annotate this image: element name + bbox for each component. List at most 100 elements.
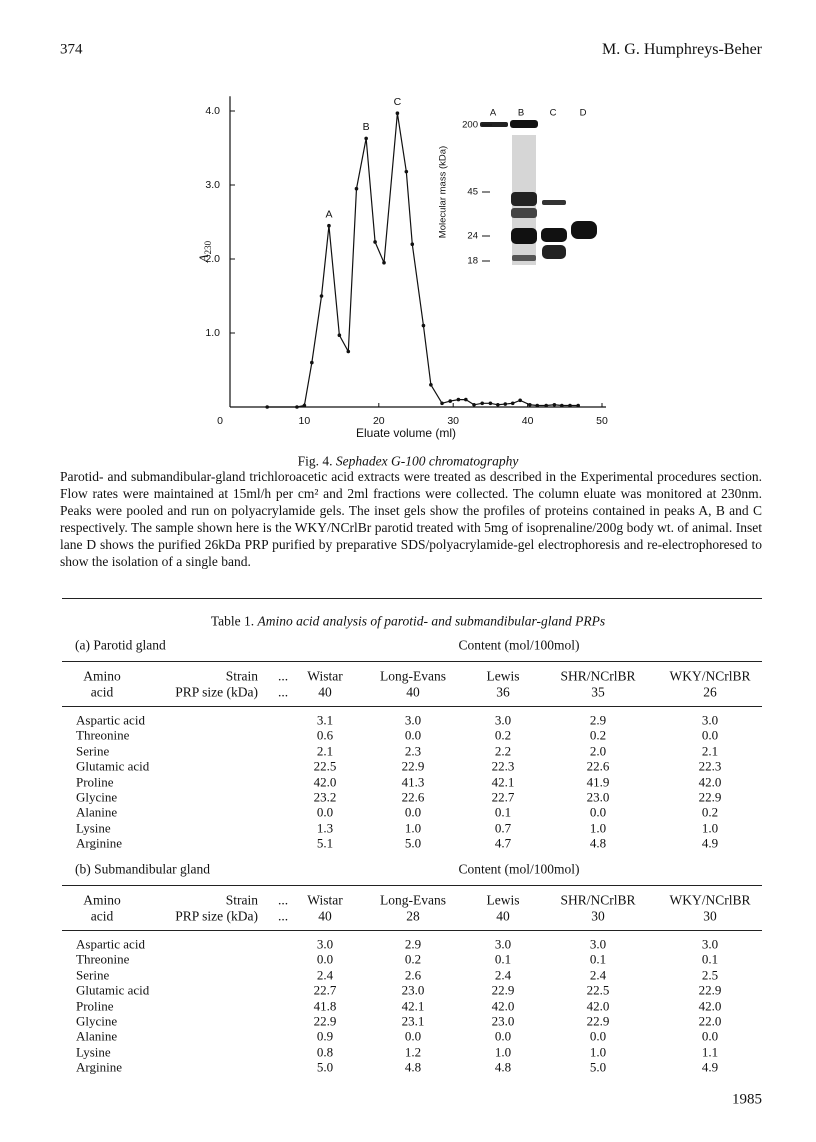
data-point bbox=[382, 260, 386, 265]
column-header: PRP size (kDa) bbox=[175, 684, 258, 700]
rule bbox=[62, 885, 762, 886]
column-header-dots: ... bbox=[277, 908, 289, 924]
page-number: 374 bbox=[60, 41, 83, 58]
author: M. G. Humphreys-Beher bbox=[602, 41, 762, 58]
table-cell: 22.3 bbox=[698, 758, 722, 774]
table-cell: 22.6 bbox=[586, 758, 610, 774]
y-tick-label: 4.0 bbox=[205, 105, 220, 117]
data-point bbox=[528, 402, 532, 407]
table-cell: 3.0 bbox=[701, 936, 719, 952]
table-cell: 22.6 bbox=[401, 789, 425, 805]
table-cell: 5.0 bbox=[589, 1059, 607, 1075]
data-point bbox=[544, 403, 548, 408]
gel-band bbox=[542, 245, 566, 259]
table-cell: 3.1 bbox=[316, 712, 334, 728]
column-header: PRP size (kDa) bbox=[175, 908, 258, 924]
strain-header: Lewis bbox=[486, 668, 520, 684]
row-label: Serine bbox=[76, 967, 110, 983]
data-point bbox=[456, 397, 461, 402]
lane-label: D bbox=[580, 108, 587, 119]
figure: 0 10 20 30 40 50 1.0 2.0 3.0 4.0 Eluate volume (ml… bbox=[196, 96, 608, 440]
x-tick-label: 0 bbox=[217, 415, 223, 427]
lane-label: A bbox=[490, 108, 497, 119]
row-label: Lysine bbox=[76, 1044, 111, 1060]
table-cell: 1.1 bbox=[701, 1044, 719, 1060]
gel-band bbox=[571, 221, 597, 239]
gel-band bbox=[511, 192, 537, 206]
lane-label: C bbox=[550, 108, 557, 119]
size-header: 26 bbox=[703, 684, 717, 700]
table-cell: 23.2 bbox=[313, 789, 337, 805]
size-header: 35 bbox=[591, 684, 605, 700]
strain-header: WKY/NCrlBR bbox=[669, 668, 751, 684]
data-point bbox=[480, 401, 485, 406]
table-cell: 2.4 bbox=[494, 967, 512, 983]
content-label: Content (mol/100mol) bbox=[458, 637, 580, 653]
table-cell: 22.9 bbox=[401, 758, 425, 774]
table-cell: 22.5 bbox=[313, 758, 337, 774]
peak-label: A bbox=[325, 208, 332, 220]
column-header-dots: ... bbox=[277, 684, 289, 700]
table-cell: 4.8 bbox=[494, 1059, 512, 1075]
size-header: 30 bbox=[591, 908, 605, 924]
table-cell: 2.1 bbox=[316, 743, 334, 759]
data-point bbox=[410, 242, 415, 246]
column-header: Amino bbox=[83, 892, 121, 908]
column-header: Strain bbox=[225, 668, 258, 684]
table-cell: 42.1 bbox=[401, 998, 425, 1014]
table-cell: 0.1 bbox=[701, 951, 719, 967]
column-header: acid bbox=[90, 684, 114, 700]
strain-header: Wistar bbox=[307, 892, 343, 908]
table-cell: 2.9 bbox=[589, 712, 607, 728]
data-point bbox=[535, 403, 540, 408]
rule bbox=[62, 706, 762, 707]
x-tick-label: 10 bbox=[299, 415, 311, 427]
table-cell: 22.9 bbox=[313, 1013, 337, 1029]
table-cell: 3.0 bbox=[494, 712, 512, 728]
table-cell: 3.0 bbox=[404, 712, 422, 728]
section-label: (a) Parotid gland bbox=[75, 637, 166, 653]
data-point bbox=[488, 401, 493, 406]
x-tick-label: 20 bbox=[373, 415, 385, 427]
peak-label: C bbox=[394, 96, 402, 108]
data-point bbox=[518, 398, 522, 403]
table-cell: 41.8 bbox=[313, 998, 337, 1014]
row-label: Aspartic acid bbox=[76, 936, 145, 952]
row-label: Glutamic acid bbox=[76, 982, 150, 998]
table-cell: 0.0 bbox=[494, 1028, 512, 1044]
table-cell: 1.0 bbox=[404, 820, 422, 836]
row-label: Arginine bbox=[76, 1059, 122, 1075]
table-number: Table 1. bbox=[210, 613, 255, 629]
section-label: (b) Submandibular gland bbox=[75, 861, 210, 877]
data-point bbox=[472, 402, 476, 407]
data-point bbox=[310, 360, 314, 365]
table-cell: 1.0 bbox=[589, 1044, 607, 1060]
x-tick-label: 50 bbox=[596, 415, 608, 427]
table-cell: 42.0 bbox=[698, 998, 722, 1014]
table-cell: 42.1 bbox=[491, 774, 515, 790]
data-point bbox=[354, 186, 359, 191]
table-cell: 5.0 bbox=[404, 835, 422, 851]
size-header: 40 bbox=[496, 908, 510, 924]
size-header: 40 bbox=[406, 684, 420, 700]
strain-header: Lewis bbox=[486, 892, 520, 908]
table-cell: 23.0 bbox=[586, 789, 610, 805]
y-tick-label: 3.0 bbox=[205, 179, 220, 191]
table-cell: 0.2 bbox=[589, 727, 607, 743]
table-cell: 23.0 bbox=[491, 1013, 515, 1029]
gel-background bbox=[478, 110, 602, 270]
table-cell: 0.7 bbox=[494, 820, 512, 836]
y-axis-symbol: A bbox=[196, 254, 211, 263]
table-cell: 1.0 bbox=[494, 1044, 512, 1060]
table-cell: 0.0 bbox=[701, 1028, 719, 1044]
row-label: Proline bbox=[76, 998, 114, 1014]
gel-band bbox=[512, 255, 536, 261]
data-point bbox=[568, 403, 572, 408]
row-label: Glycine bbox=[76, 1013, 118, 1029]
data-point bbox=[404, 169, 409, 174]
marker-label: 45 bbox=[467, 187, 478, 198]
data-point bbox=[327, 223, 331, 228]
table-cell: 2.3 bbox=[404, 743, 422, 759]
table-cell: 0.9 bbox=[316, 1028, 334, 1044]
